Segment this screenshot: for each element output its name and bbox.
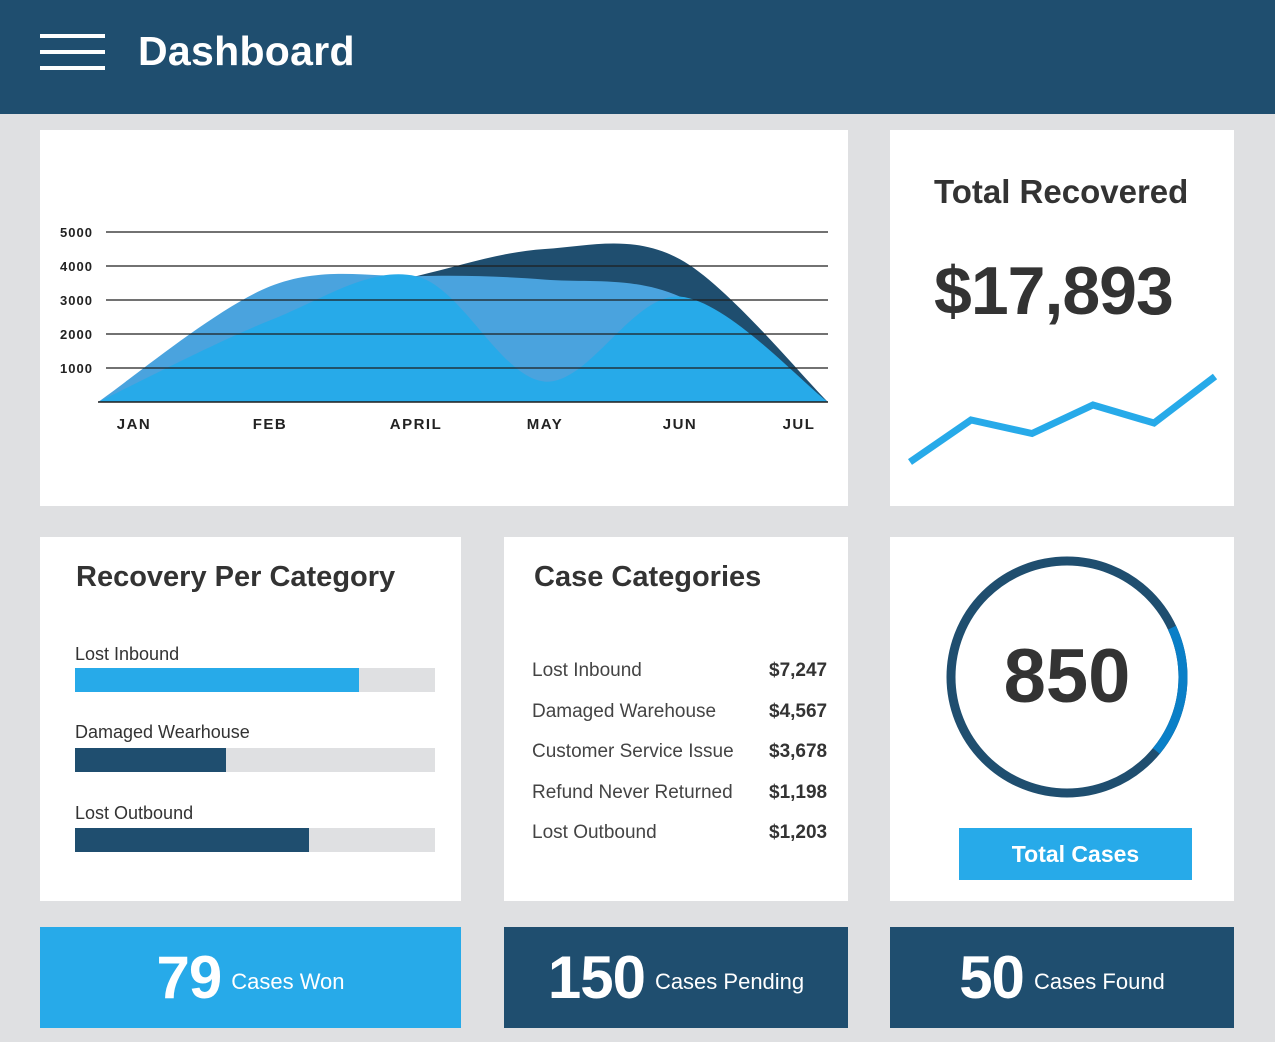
sparkline-line	[908, 373, 1218, 465]
total-cases-button[interactable]: Total Cases	[959, 828, 1192, 880]
recovery-bar-track	[75, 748, 435, 772]
category-name: Lost Inbound	[532, 660, 642, 681]
recovery-bar-fill	[75, 668, 360, 692]
x-tick-label: JUL	[783, 416, 816, 433]
stat-cases-won: 79 Cases Won	[40, 927, 461, 1028]
total-cases-ring	[946, 556, 1188, 798]
recovery-per-category-card: Recovery Per Category Lost Inbound Damag…	[40, 537, 461, 901]
page-title: Dashboard	[138, 28, 355, 74]
stat-number: 79	[156, 944, 222, 1011]
recovery-bar-fill	[75, 748, 227, 772]
total-recovered-sparkline	[908, 373, 1218, 465]
total-cases-card: 850 Total Cases	[890, 537, 1234, 901]
category-name: Lost Outbound	[532, 822, 657, 843]
category-value: $7,247	[769, 660, 828, 681]
x-tick-label: JAN	[117, 416, 152, 433]
area-chart-card: 5000 4000 3000 2000 1000 JAN FEB APRIL MAY JUN JUL	[40, 130, 848, 506]
y-tick-label: 1000	[60, 361, 93, 376]
stat-cases-found: 50 Cases Found	[890, 927, 1234, 1028]
category-value: $3,678	[769, 741, 828, 762]
stat-label: Cases Pending	[654, 968, 805, 994]
category-value: $1,203	[769, 822, 828, 843]
recovery-bar-fill	[75, 828, 309, 852]
case-categories-card: Case Categories Lost Inbound $7,247 Dama…	[504, 537, 848, 901]
y-tick-label: 3000	[60, 293, 93, 308]
total-recovered-amount: $17,893	[934, 253, 1174, 329]
stat-label: Cases Won	[231, 968, 345, 994]
x-tick-label: APRIL	[390, 416, 443, 433]
area-chart: 5000 4000 3000 2000 1000 JAN FEB APRIL MAY JUN JUL	[60, 225, 828, 433]
total-recovered-card: Total Recovered $17,893	[890, 130, 1234, 506]
stat-label: Cases Found	[1033, 968, 1165, 994]
category-name: Customer Service Issue	[532, 741, 734, 762]
stat-number: 50	[959, 944, 1025, 1011]
header-bar: Dashboard	[0, 0, 1275, 114]
y-tick-label: 4000	[60, 259, 93, 274]
total-recovered-title: Total Recovered	[934, 173, 1189, 210]
x-tick-label: FEB	[253, 416, 288, 433]
stat-number: 150	[547, 944, 646, 1011]
total-cases-value: 850	[1003, 634, 1131, 719]
recovery-bar-label: Lost Inbound	[75, 644, 180, 664]
x-tick-label: MAY	[527, 416, 563, 433]
category-name: Damaged Warehouse	[532, 701, 717, 722]
stat-cases-pending: 150 Cases Pending	[504, 927, 848, 1028]
recovery-bar-label: Damaged Wearhouse	[75, 722, 250, 742]
y-tick-label: 5000	[60, 225, 93, 240]
recovery-bar-track	[75, 828, 435, 852]
x-tick-label: JUN	[663, 416, 698, 433]
ring-progress	[946, 556, 1188, 798]
category-name: Refund Never Returned	[532, 782, 733, 803]
recovery-per-category-title: Recovery Per Category	[76, 561, 396, 593]
hamburger-menu-icon[interactable]	[40, 34, 105, 70]
category-value: $1,198	[769, 782, 828, 803]
y-tick-label: 2000	[60, 327, 93, 342]
recovery-bar-label: Lost Outbound	[75, 803, 194, 823]
category-value: $4,567	[769, 701, 828, 722]
area-series-light	[98, 274, 828, 402]
recovery-bar-track	[75, 668, 435, 692]
case-categories-title: Case Categories	[534, 561, 762, 593]
